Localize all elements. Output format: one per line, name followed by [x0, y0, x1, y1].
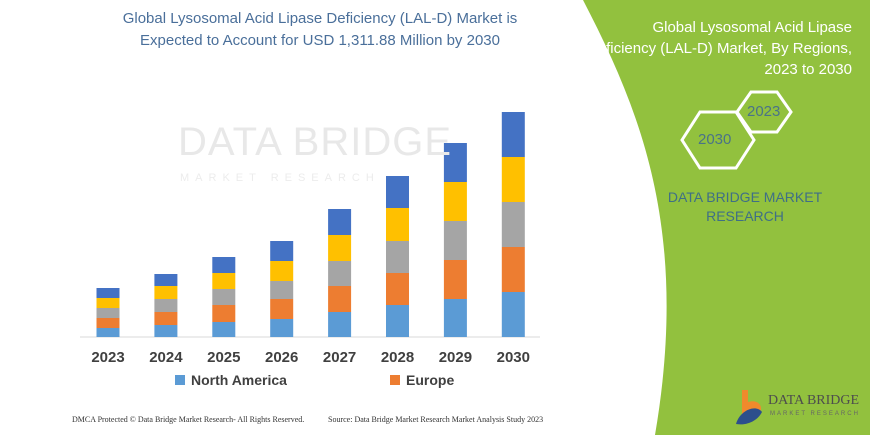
green-side-panel [583, 0, 870, 435]
bar-segment-2023-series-3 [96, 298, 120, 308]
bar-segment-2025-series-1 [212, 305, 236, 322]
legend-item-north-america: North America [175, 372, 287, 388]
x-tick-label: 2028 [380, 349, 415, 366]
side-panel-title: Global Lysosomal Acid Lipase Deficiency … [572, 17, 852, 80]
source-text: Source: Data Bridge Market Research Mark… [328, 415, 544, 424]
bar-segment-2025-series-2 [212, 289, 236, 305]
bar-segment-2024-series-2 [154, 299, 178, 312]
bar-segment-2030-series-4 [501, 112, 525, 157]
legend-swatch [175, 375, 185, 385]
legend-item-europe: Europe [390, 372, 454, 388]
bar-segment-2030-series-3 [501, 157, 525, 202]
bar-segment-2029-series-0 [443, 299, 467, 337]
bar-segment-2027-series-4 [328, 209, 352, 235]
bar-segment-2030-series-2 [501, 202, 525, 247]
bar-segment-2029-series-1 [443, 260, 467, 299]
bar-segment-2028-series-4 [386, 176, 409, 208]
hex-label-2023: 2023 [747, 103, 781, 120]
bar-segment-2030-series-1 [501, 247, 525, 292]
bar-segment-2028-series-0 [386, 305, 409, 337]
bar-segment-2023-series-1 [96, 318, 120, 328]
bar-segment-2029-series-3 [443, 182, 467, 221]
x-tick-label: 2026 [265, 349, 299, 366]
bar-segment-2029-series-4 [443, 143, 467, 182]
title-line-1: Global Lysosomal Acid Lipase Deficiency … [122, 10, 518, 27]
side-title-line-1: Global Lysosomal Acid Lipase [652, 19, 852, 36]
bars [96, 112, 525, 337]
logo-icon [736, 390, 762, 425]
logo-tagline: MARKET RESEARCH [770, 411, 860, 417]
bar-segment-2030-series-0 [501, 292, 525, 337]
brand-line-1: DATA BRIDGE MARKET [667, 189, 823, 205]
title-line-2: Expected to Account for USD 1,311.88 Mil… [140, 32, 500, 49]
side-title-line-2: Deficiency (LAL-D) Market, By Regions, [586, 40, 852, 57]
x-tick-label: 2029 [438, 349, 473, 366]
x-tick-label: 2023 [91, 349, 125, 366]
hexagon-2023 [735, 90, 793, 134]
copyright-text: DMCA Protected © Data Bridge Market Rese… [72, 415, 305, 424]
legend-label: North America [191, 372, 287, 388]
bar-segment-2026-series-4 [270, 241, 294, 261]
bar-segment-2023-series-4 [96, 288, 120, 298]
bar-segment-2027-series-3 [328, 235, 352, 261]
bar-segment-2023-series-2 [96, 308, 120, 318]
bar-segment-2026-series-2 [270, 281, 294, 299]
side-title-line-3: 2023 to 2030 [764, 61, 852, 78]
side-brand: DATA BRIDGE MARKET RESEARCH [660, 188, 830, 226]
bar-segment-2024-series-3 [154, 286, 178, 299]
bar-segment-2023-series-0 [96, 328, 120, 337]
bar-segment-2028-series-2 [386, 241, 409, 273]
bar-segment-2027-series-0 [328, 312, 352, 337]
bar-segment-2024-series-1 [154, 312, 178, 325]
hexagon-2030 [680, 110, 756, 170]
bar-segment-2025-series-3 [212, 273, 236, 289]
x-tick-label: 2025 [207, 349, 241, 366]
bar-segment-2025-series-0 [212, 322, 236, 337]
x-tick-label: 2030 [496, 349, 530, 366]
bar-segment-2026-series-1 [270, 299, 294, 319]
bar-segment-2027-series-2 [328, 261, 352, 286]
bar-segment-2029-series-2 [443, 221, 467, 260]
bar-segment-2024-series-4 [154, 274, 178, 286]
bar-segment-2026-series-3 [270, 261, 294, 281]
legend-label: Europe [406, 372, 455, 388]
chart-title: Global Lysosomal Acid Lipase Deficiency … [90, 8, 550, 52]
watermark: DATA BRIDGE [178, 120, 453, 164]
bar-segment-2026-series-0 [270, 319, 294, 337]
x-tick-label: 2024 [149, 349, 183, 366]
bar-segment-2028-series-1 [386, 273, 409, 305]
brand-line-2: RESEARCH [706, 208, 784, 224]
bar-segment-2028-series-3 [386, 208, 409, 241]
watermark-sub: MARKET RESEARCH [180, 172, 380, 184]
bar-segment-2027-series-1 [328, 286, 352, 312]
bar-segment-2024-series-0 [154, 325, 178, 337]
logo-name: DATA BRIDGE [768, 393, 860, 408]
bar-segment-2025-series-4 [212, 257, 236, 273]
legend-swatch [390, 375, 400, 385]
x-tick-label: 2027 [322, 349, 357, 366]
hex-label-2030: 2030 [698, 131, 732, 148]
